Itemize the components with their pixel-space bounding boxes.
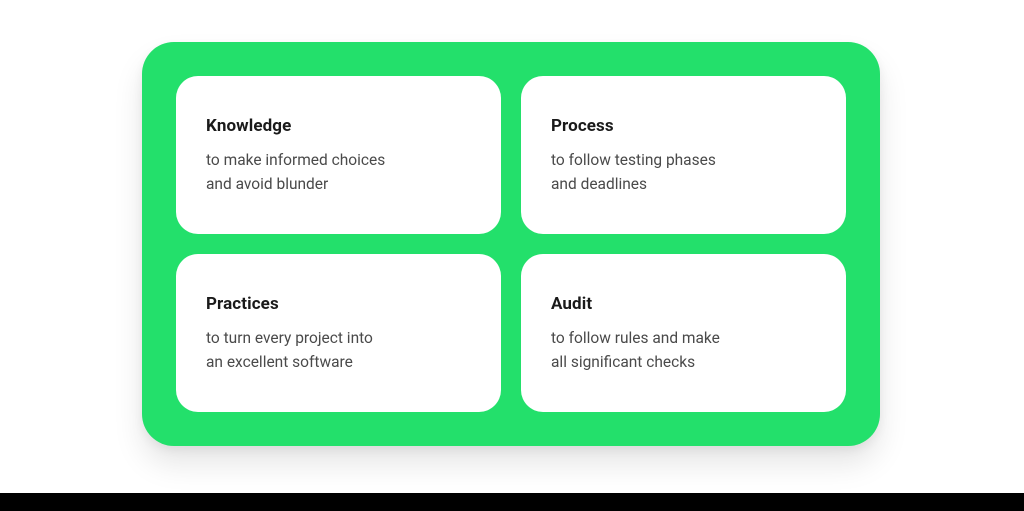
card-description: to follow testing phases and deadlines <box>551 148 816 196</box>
card-description: to make informed choices and avoid blund… <box>206 148 471 196</box>
card-audit: Audit to follow rules and make all signi… <box>521 254 846 412</box>
card-process: Process to follow testing phases and dea… <box>521 76 846 234</box>
card-description: to follow rules and make all significant… <box>551 326 816 374</box>
card-title: Audit <box>551 294 816 314</box>
card-description: to turn every project into an excellent … <box>206 326 471 374</box>
bottom-bar <box>0 493 1024 511</box>
card-practices: Practices to turn every project into an … <box>176 254 501 412</box>
card-title: Process <box>551 116 816 136</box>
page-root: Knowledge to make informed choices and a… <box>0 0 1024 511</box>
four-card-panel: Knowledge to make informed choices and a… <box>142 42 880 446</box>
card-title: Practices <box>206 294 471 314</box>
card-title: Knowledge <box>206 116 471 136</box>
card-knowledge: Knowledge to make informed choices and a… <box>176 76 501 234</box>
